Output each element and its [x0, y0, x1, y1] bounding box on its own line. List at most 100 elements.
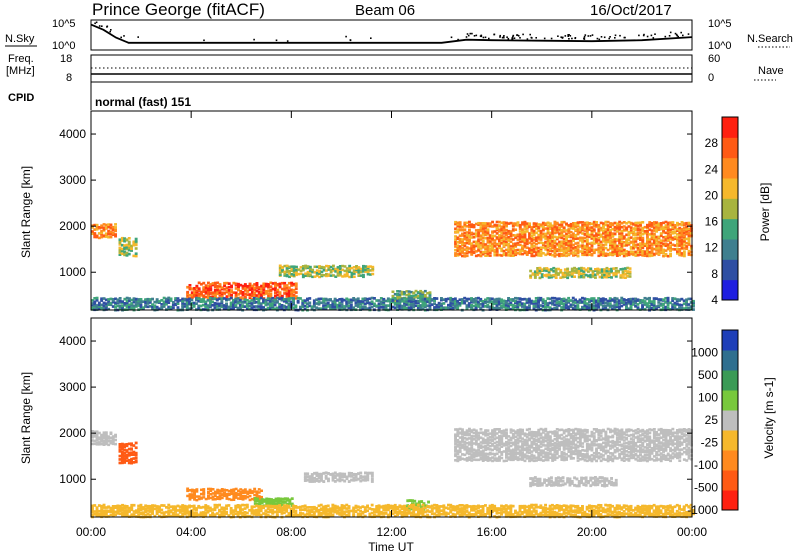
range-gate-cell	[285, 286, 289, 290]
range-gate-cell	[590, 222, 594, 226]
range-gate-cell	[463, 431, 467, 434]
range-gate-cell	[403, 305, 406, 309]
range-gate-cell	[253, 497, 257, 500]
range-gate-cell	[625, 252, 629, 256]
range-gate-cell	[223, 494, 226, 498]
range-gate-cell	[609, 447, 612, 450]
range-gate-cell	[477, 431, 481, 435]
range-gate-cell	[479, 306, 483, 310]
range-gate-cell	[223, 291, 226, 295]
range-gate-cell	[643, 301, 647, 305]
range-gate-cell	[618, 220, 622, 224]
range-gate-cell	[523, 233, 527, 237]
range-gate-cell	[292, 273, 296, 277]
range-gate-cell	[294, 284, 298, 288]
range-gate-cell	[572, 437, 575, 440]
range-gate-cell	[134, 237, 138, 241]
range-gate-cell	[682, 302, 686, 306]
range-gate-cell	[495, 446, 499, 449]
range-gate-cell	[325, 272, 328, 276]
range-gate-cell	[461, 453, 464, 456]
range-gate-cell	[648, 224, 652, 228]
range-gate-cell	[248, 494, 252, 498]
range-gate-cell	[502, 249, 506, 253]
range-gate-cell	[562, 451, 566, 455]
range-gate-cell	[426, 304, 430, 308]
range-gate-cell	[322, 301, 326, 304]
range-gate-cell	[104, 437, 108, 440]
range-gate-cell	[594, 273, 597, 277]
range-gate-cell	[100, 306, 104, 310]
range-gate-cell	[287, 297, 291, 300]
range-gate-cell	[403, 301, 406, 305]
range-gate-cell	[218, 297, 221, 301]
range-gate-cell	[511, 452, 515, 455]
range-gate-cell	[148, 298, 152, 301]
range-gate-cell	[336, 303, 339, 307]
range-gate-cell	[657, 226, 661, 229]
range-gate-cell	[207, 494, 210, 497]
range-gate-cell	[215, 302, 219, 306]
range-gate-cell	[680, 230, 684, 233]
range-gate-cell	[274, 287, 277, 290]
range-gate-cell	[109, 226, 113, 229]
range-gate-cell	[352, 272, 356, 275]
range-gate-cell	[673, 301, 677, 305]
range-gate-cell	[350, 474, 353, 478]
range-gate-cell	[509, 232, 513, 235]
range-gate-cell	[553, 448, 557, 452]
range-gate-cell	[250, 290, 254, 294]
range-gate-cell	[292, 302, 295, 306]
range-gate-cell	[604, 230, 608, 234]
range-gate-cell	[93, 433, 97, 436]
range-gate-cell	[634, 245, 638, 249]
range-gate-cell	[565, 229, 568, 232]
range-gate-cell	[442, 306, 446, 310]
range-gate-cell	[569, 305, 573, 308]
range-gate-cell	[590, 248, 594, 251]
nsearch-dot	[654, 33, 656, 35]
range-gate-cell	[461, 228, 464, 232]
range-gate-cell	[301, 265, 305, 268]
range-gate-cell	[292, 282, 296, 286]
range-gate-cell	[102, 304, 106, 307]
range-gate-cell	[595, 248, 598, 252]
range-gate-cell	[535, 231, 538, 235]
range-gate-cell	[188, 498, 192, 501]
range-gate-cell	[193, 496, 196, 499]
range-gate-cell	[208, 296, 212, 300]
range-gate-cell	[405, 306, 409, 310]
range-gate-cell	[518, 430, 522, 433]
range-gate-cell	[197, 287, 201, 290]
range-gate-cell	[666, 221, 670, 225]
nsearch-dot	[466, 33, 469, 35]
range-gate-cell	[543, 269, 546, 272]
range-gate-cell	[609, 444, 612, 447]
range-gate-cell	[95, 430, 99, 433]
range-gate-cell	[183, 297, 187, 301]
range-gate-cell	[539, 241, 543, 244]
range-gate-cell	[595, 455, 598, 459]
range-gate-cell	[264, 303, 268, 307]
range-gate-cell	[364, 478, 367, 482]
range-gate-cell	[537, 451, 541, 455]
range-gate-cell	[678, 250, 682, 253]
range-gate-cell	[541, 436, 545, 439]
nsearch-dot	[652, 37, 655, 39]
range-gate-cell	[230, 488, 233, 492]
range-gate-cell	[652, 252, 656, 256]
range-gate-cell	[97, 305, 101, 308]
range-gate-cell	[225, 289, 229, 292]
range-gate-cell	[609, 231, 612, 235]
range-gate-cell	[548, 439, 552, 442]
range-gate-cell	[282, 298, 286, 301]
range-gate-cell	[215, 308, 219, 311]
range-gate-cell	[648, 222, 652, 226]
range-gate-cell	[493, 230, 497, 233]
range-gate-cell	[428, 308, 432, 311]
range-gate-cell	[606, 442, 610, 445]
range-gate-cell	[541, 300, 545, 304]
range-gate-cell	[257, 297, 261, 301]
range-gate-cell	[155, 298, 159, 301]
nsearch-dots	[94, 21, 690, 42]
